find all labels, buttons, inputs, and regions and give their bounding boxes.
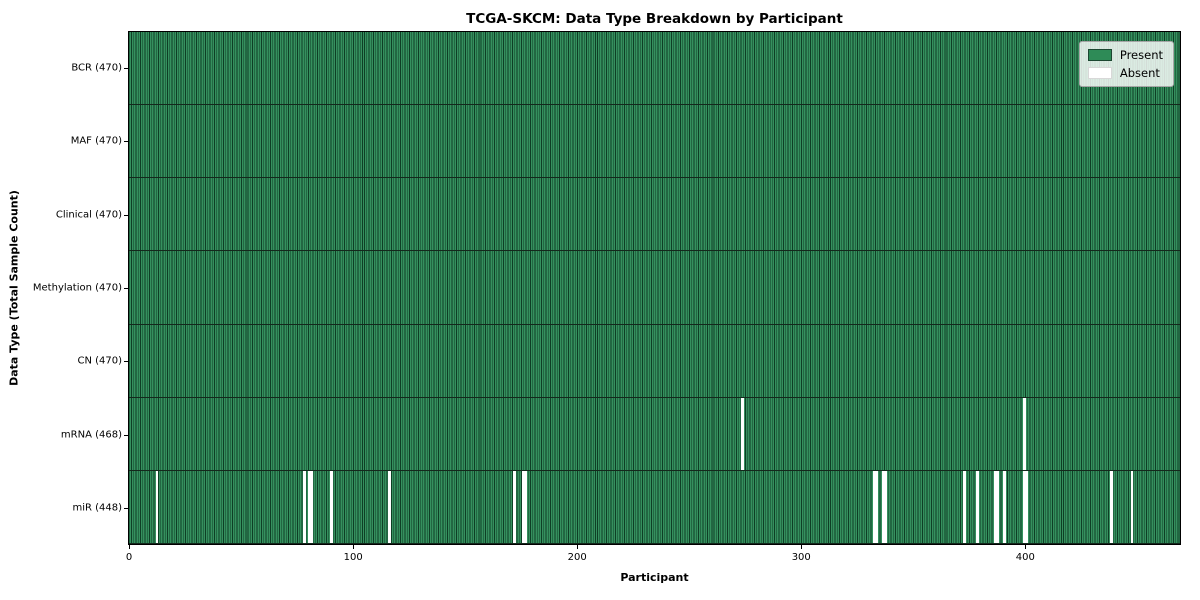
x-tick-label: 300 <box>791 552 811 563</box>
absent-gap <box>1023 397 1026 470</box>
absent-gap <box>388 470 391 543</box>
absent-gap <box>962 470 966 543</box>
absent-gap <box>976 470 979 543</box>
legend-absent-label: Absent <box>1119 66 1160 80</box>
absent-gap <box>882 470 886 543</box>
absent-gap <box>522 470 526 543</box>
x-tick-mark <box>577 545 579 549</box>
absent-gap <box>884 470 888 543</box>
legend: Present Absent <box>1078 41 1174 87</box>
y-tick-label: Clinical (470) <box>55 209 122 221</box>
absent-gap <box>303 470 306 543</box>
absent-gap <box>741 397 745 470</box>
y-tick-label: miR (448) <box>72 502 122 514</box>
plot-area: Present Absent <box>128 31 1181 545</box>
y-tick-mark <box>124 434 128 436</box>
absent-gap <box>996 470 1000 543</box>
data-row-CN <box>129 324 1180 398</box>
y-tick-mark <box>124 288 128 289</box>
legend-entry-absent: Absent <box>1087 66 1163 80</box>
data-row-Clinical <box>129 178 1180 252</box>
data-row-Methylation <box>129 251 1180 325</box>
y-tick-label: Methylation (470) <box>32 282 122 294</box>
absent-gap <box>309 470 313 543</box>
x-tick-mark <box>801 545 803 549</box>
legend-entry-present: Present <box>1087 48 1163 62</box>
absent-gap <box>873 470 877 543</box>
absent-gap <box>513 470 517 543</box>
absent-gap <box>1025 470 1029 543</box>
absent-gap <box>875 470 879 543</box>
y-tick-mark <box>124 361 128 363</box>
data-row-mRNA <box>129 397 1180 471</box>
absent-gap <box>155 470 159 543</box>
y-tick-mark <box>124 141 128 143</box>
y-tick-mark <box>124 508 128 510</box>
x-tick-label: 0 <box>125 552 133 563</box>
y-tick-mark <box>124 214 128 216</box>
legend-absent-swatch <box>1087 67 1112 79</box>
x-tick-mark <box>353 545 355 549</box>
absent-gap <box>524 470 528 543</box>
x-tick-label: 400 <box>1015 552 1035 563</box>
absent-gap <box>1003 470 1006 543</box>
absent-gap <box>1130 470 1134 543</box>
chart-title: TCGA-SKCM: Data Type Breakdown by Partic… <box>466 11 843 27</box>
absent-gap <box>307 470 311 543</box>
data-row-miR <box>129 470 1180 544</box>
x-tick-mark <box>1025 545 1027 549</box>
x-tick-label: 200 <box>567 552 587 563</box>
data-row-BCR <box>129 32 1180 106</box>
y-tick-mark <box>124 67 128 69</box>
x-tick-label: 100 <box>343 552 363 563</box>
absent-gap <box>1110 470 1114 543</box>
y-axis-label: Data Type (Total Sample Count) <box>7 190 21 386</box>
x-tick-mark <box>129 545 131 549</box>
legend-present-label: Present <box>1119 48 1163 62</box>
data-row-MAF <box>129 105 1180 179</box>
y-tick-label: BCR (470) <box>71 62 122 74</box>
y-tick-label: mRNA (468) <box>60 429 122 441</box>
y-tick-label: CN (470) <box>77 355 122 367</box>
absent-gap <box>330 470 333 543</box>
y-tick-label: MAF (470) <box>70 135 122 147</box>
absent-gap <box>1023 470 1026 543</box>
x-axis-label: Participant <box>620 571 689 584</box>
absent-gap <box>994 470 997 543</box>
legend-present-swatch <box>1087 49 1112 61</box>
